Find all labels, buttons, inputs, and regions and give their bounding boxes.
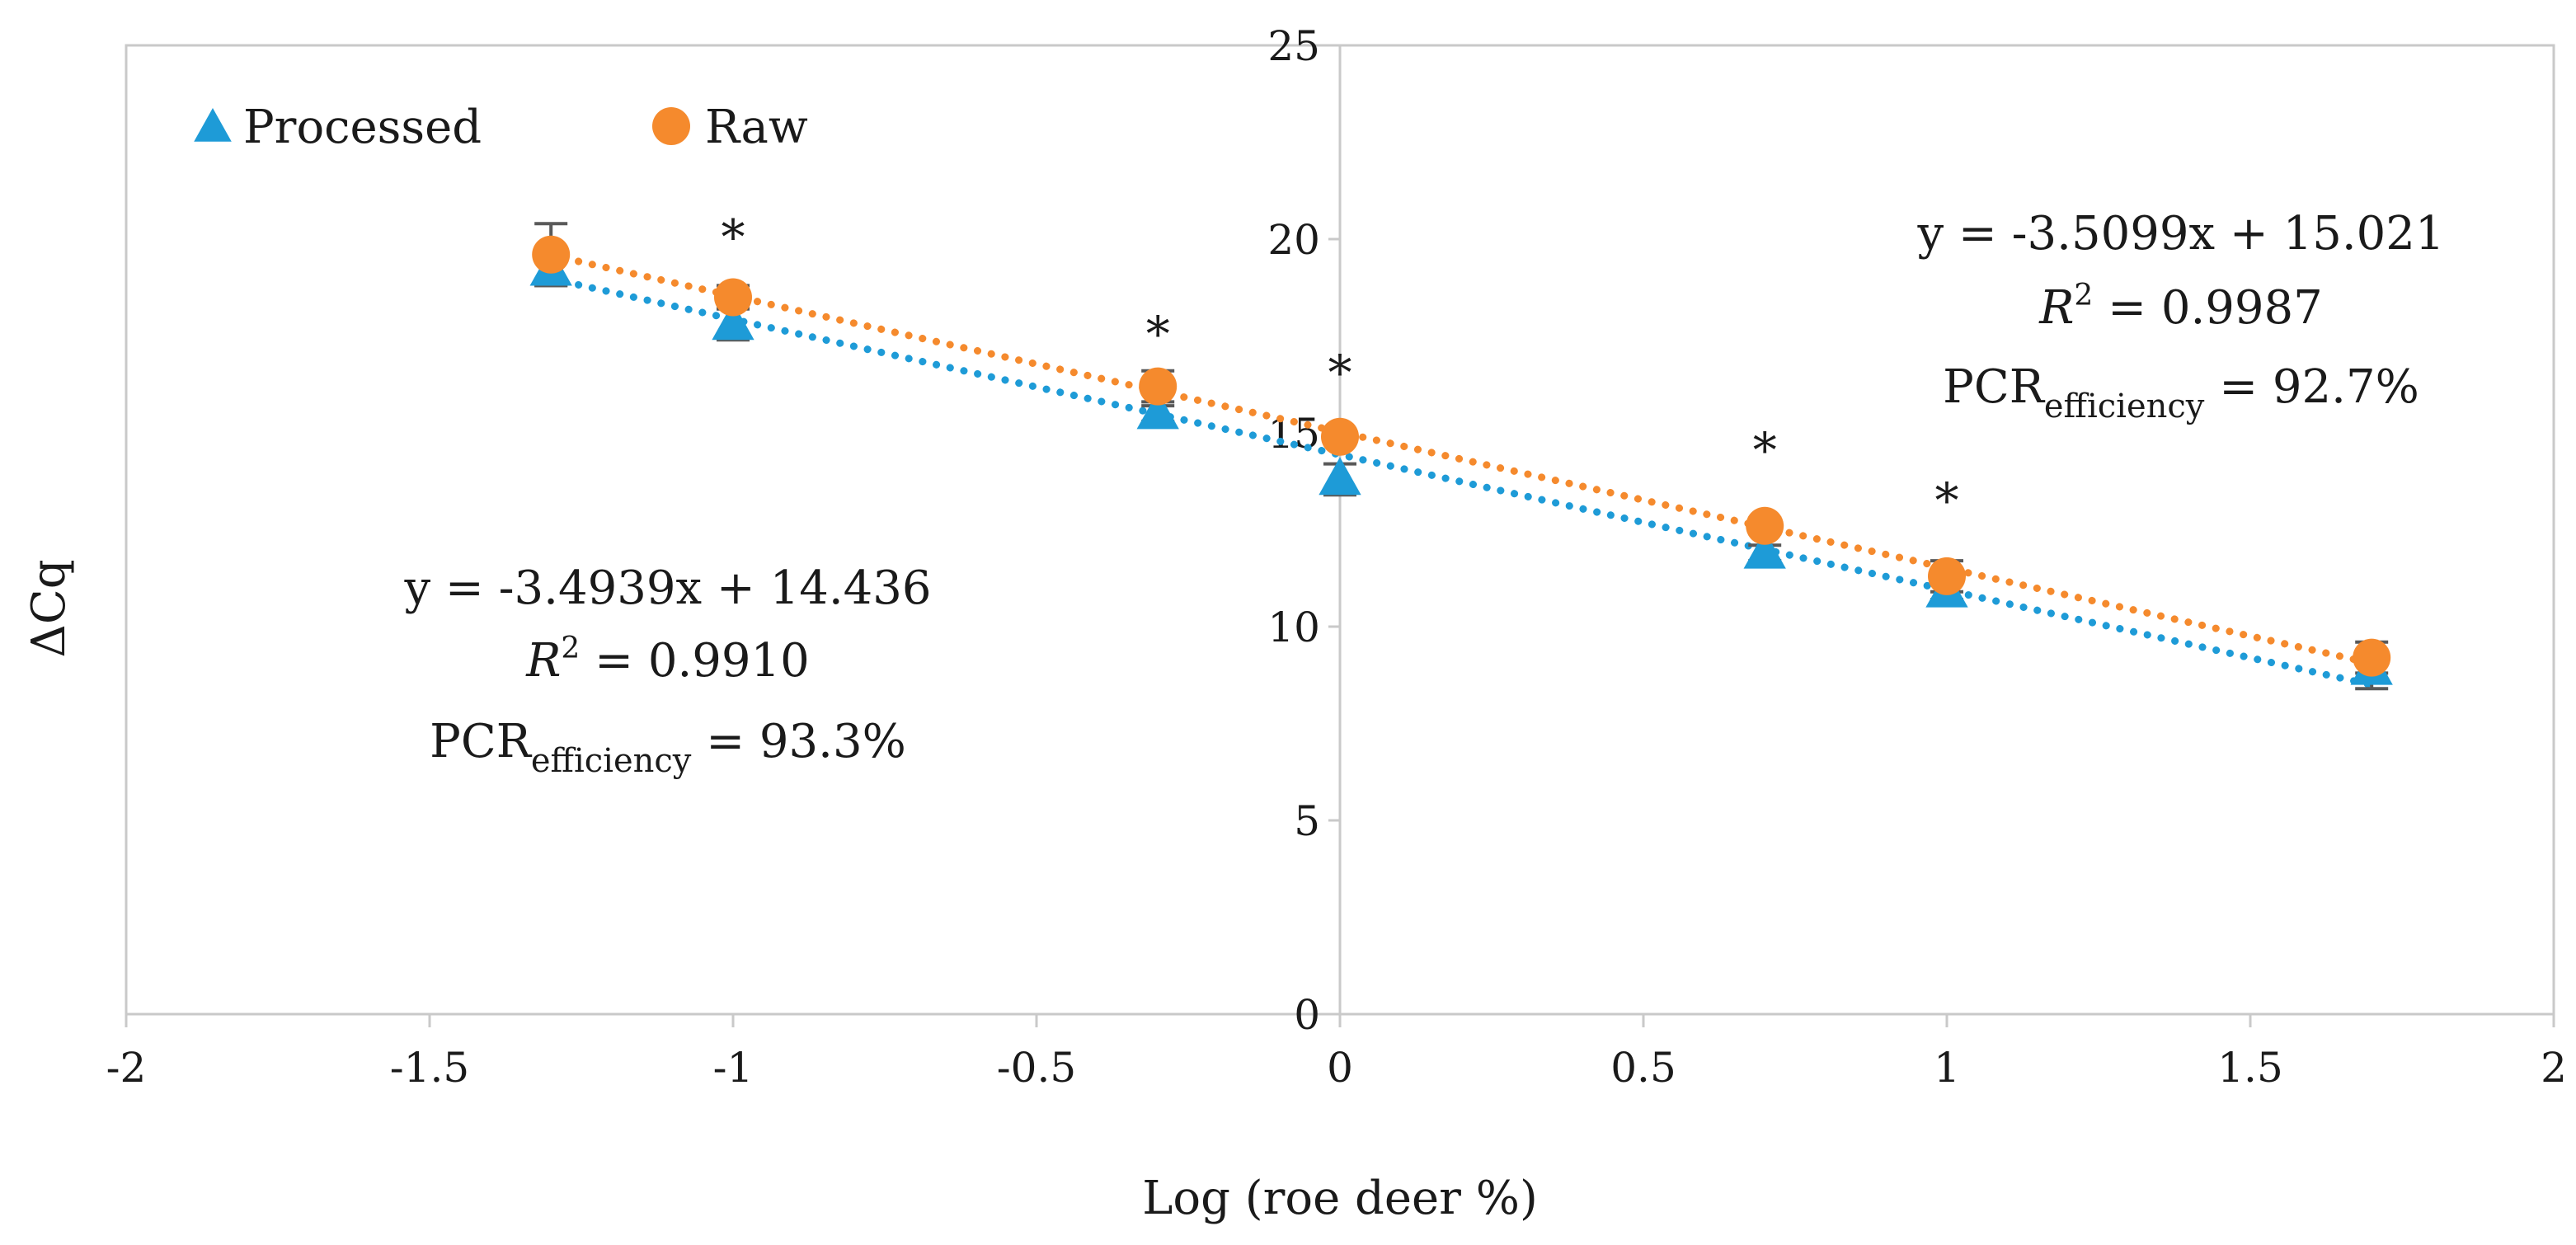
raw-efficiency-value: = 92.7% (2204, 360, 2419, 414)
x-axis-ticks: -2 -1.5 -1 -0.5 0 0.5 1 1.5 2 (106, 1014, 2567, 1092)
raw-r2: R2 = 0.9987 (2038, 279, 2323, 335)
processed-point (1319, 457, 1361, 496)
x-tick-label: -1 (713, 1044, 754, 1092)
significance-asterisk: * (1328, 345, 1352, 401)
processed-equation: y = -3.4939x + 14.436 (403, 561, 931, 615)
processed-r2-exponent: 2 (561, 632, 580, 665)
x-axis-title: Log (roe deer %) (1142, 1172, 1538, 1225)
axes (126, 45, 2554, 1016)
raw-point (1928, 557, 1966, 595)
processed-point (712, 302, 754, 341)
raw-point (1746, 506, 1784, 545)
y-tick-label: 25 (1267, 22, 1320, 70)
raw-point (714, 278, 752, 317)
y-axis-ticks: 0 5 10 15 20 25 (1267, 22, 1340, 1039)
x-tick-label: -2 (106, 1044, 147, 1092)
processed-r2-value: = 0.9910 (580, 634, 809, 688)
y-tick-label: 0 (1294, 991, 1320, 1039)
data-markers (529, 235, 2393, 685)
legend-raw-marker (652, 107, 690, 145)
x-tick-label: 0.5 (1610, 1044, 1676, 1092)
raw-point (1139, 367, 1178, 406)
raw-trendline (547, 251, 2376, 667)
raw-r2-symbol: R (2038, 281, 2074, 335)
y-tick-label: 15 (1267, 410, 1320, 458)
raw-point (1321, 417, 1359, 456)
raw-efficiency-subscript: efficiency (2044, 388, 2205, 425)
processed-efficiency-prefix: PCR (430, 715, 533, 768)
processed-efficiency: PCRefficiency = 93.3% (430, 715, 906, 780)
processed-efficiency-value: = 93.3% (691, 715, 905, 768)
raw-r2-exponent: 2 (2074, 279, 2093, 312)
legend-processed-marker (194, 108, 232, 142)
raw-r2-value: = 0.9987 (2093, 281, 2322, 335)
raw-point (532, 235, 571, 274)
processed-point (1743, 530, 1786, 569)
trendlines (547, 251, 2376, 689)
significance-markers: * * * * * (722, 209, 1959, 529)
y-tick-label: 20 (1267, 216, 1320, 264)
processed-annotation: y = -3.4939x + 14.436 R2 = 0.9910 PCReff… (403, 561, 931, 780)
significance-asterisk: * (722, 209, 745, 265)
processed-r2-symbol: R (525, 634, 561, 688)
x-tick-label: 2 (2541, 1044, 2567, 1092)
legend-raw-label: Raw (705, 101, 808, 154)
processed-efficiency-subscript: efficiency (531, 742, 692, 780)
y-axis-title: ΔCq (22, 559, 76, 657)
x-tick-label: 1.5 (2217, 1044, 2283, 1092)
x-tick-label: 0 (1327, 1044, 1353, 1092)
significance-asterisk: * (1146, 306, 1170, 362)
raw-efficiency: PCRefficiency = 92.7% (1943, 360, 2419, 425)
raw-efficiency-prefix: PCR (1943, 360, 2046, 414)
significance-asterisk: * (1935, 472, 1959, 529)
raw-equation: y = -3.5099x + 15.021 (1916, 207, 2444, 261)
x-tick-label: -0.5 (997, 1044, 1076, 1092)
legend-processed-label: Processed (243, 101, 482, 154)
significance-asterisk: * (1753, 422, 1777, 478)
legend: Processed Raw (194, 101, 808, 154)
x-tick-label: -1.5 (390, 1044, 469, 1092)
y-tick-label: 10 (1267, 604, 1320, 651)
x-tick-label: 1 (1934, 1044, 1960, 1092)
y-tick-label: 5 (1294, 797, 1320, 845)
processed-trendline (547, 275, 2376, 689)
raw-point (2353, 638, 2391, 677)
raw-annotation: y = -3.5099x + 15.021 R2 = 0.9987 PCReff… (1916, 207, 2444, 425)
processed-r2: R2 = 0.9910 (525, 632, 810, 688)
processed-point (1136, 391, 1179, 430)
